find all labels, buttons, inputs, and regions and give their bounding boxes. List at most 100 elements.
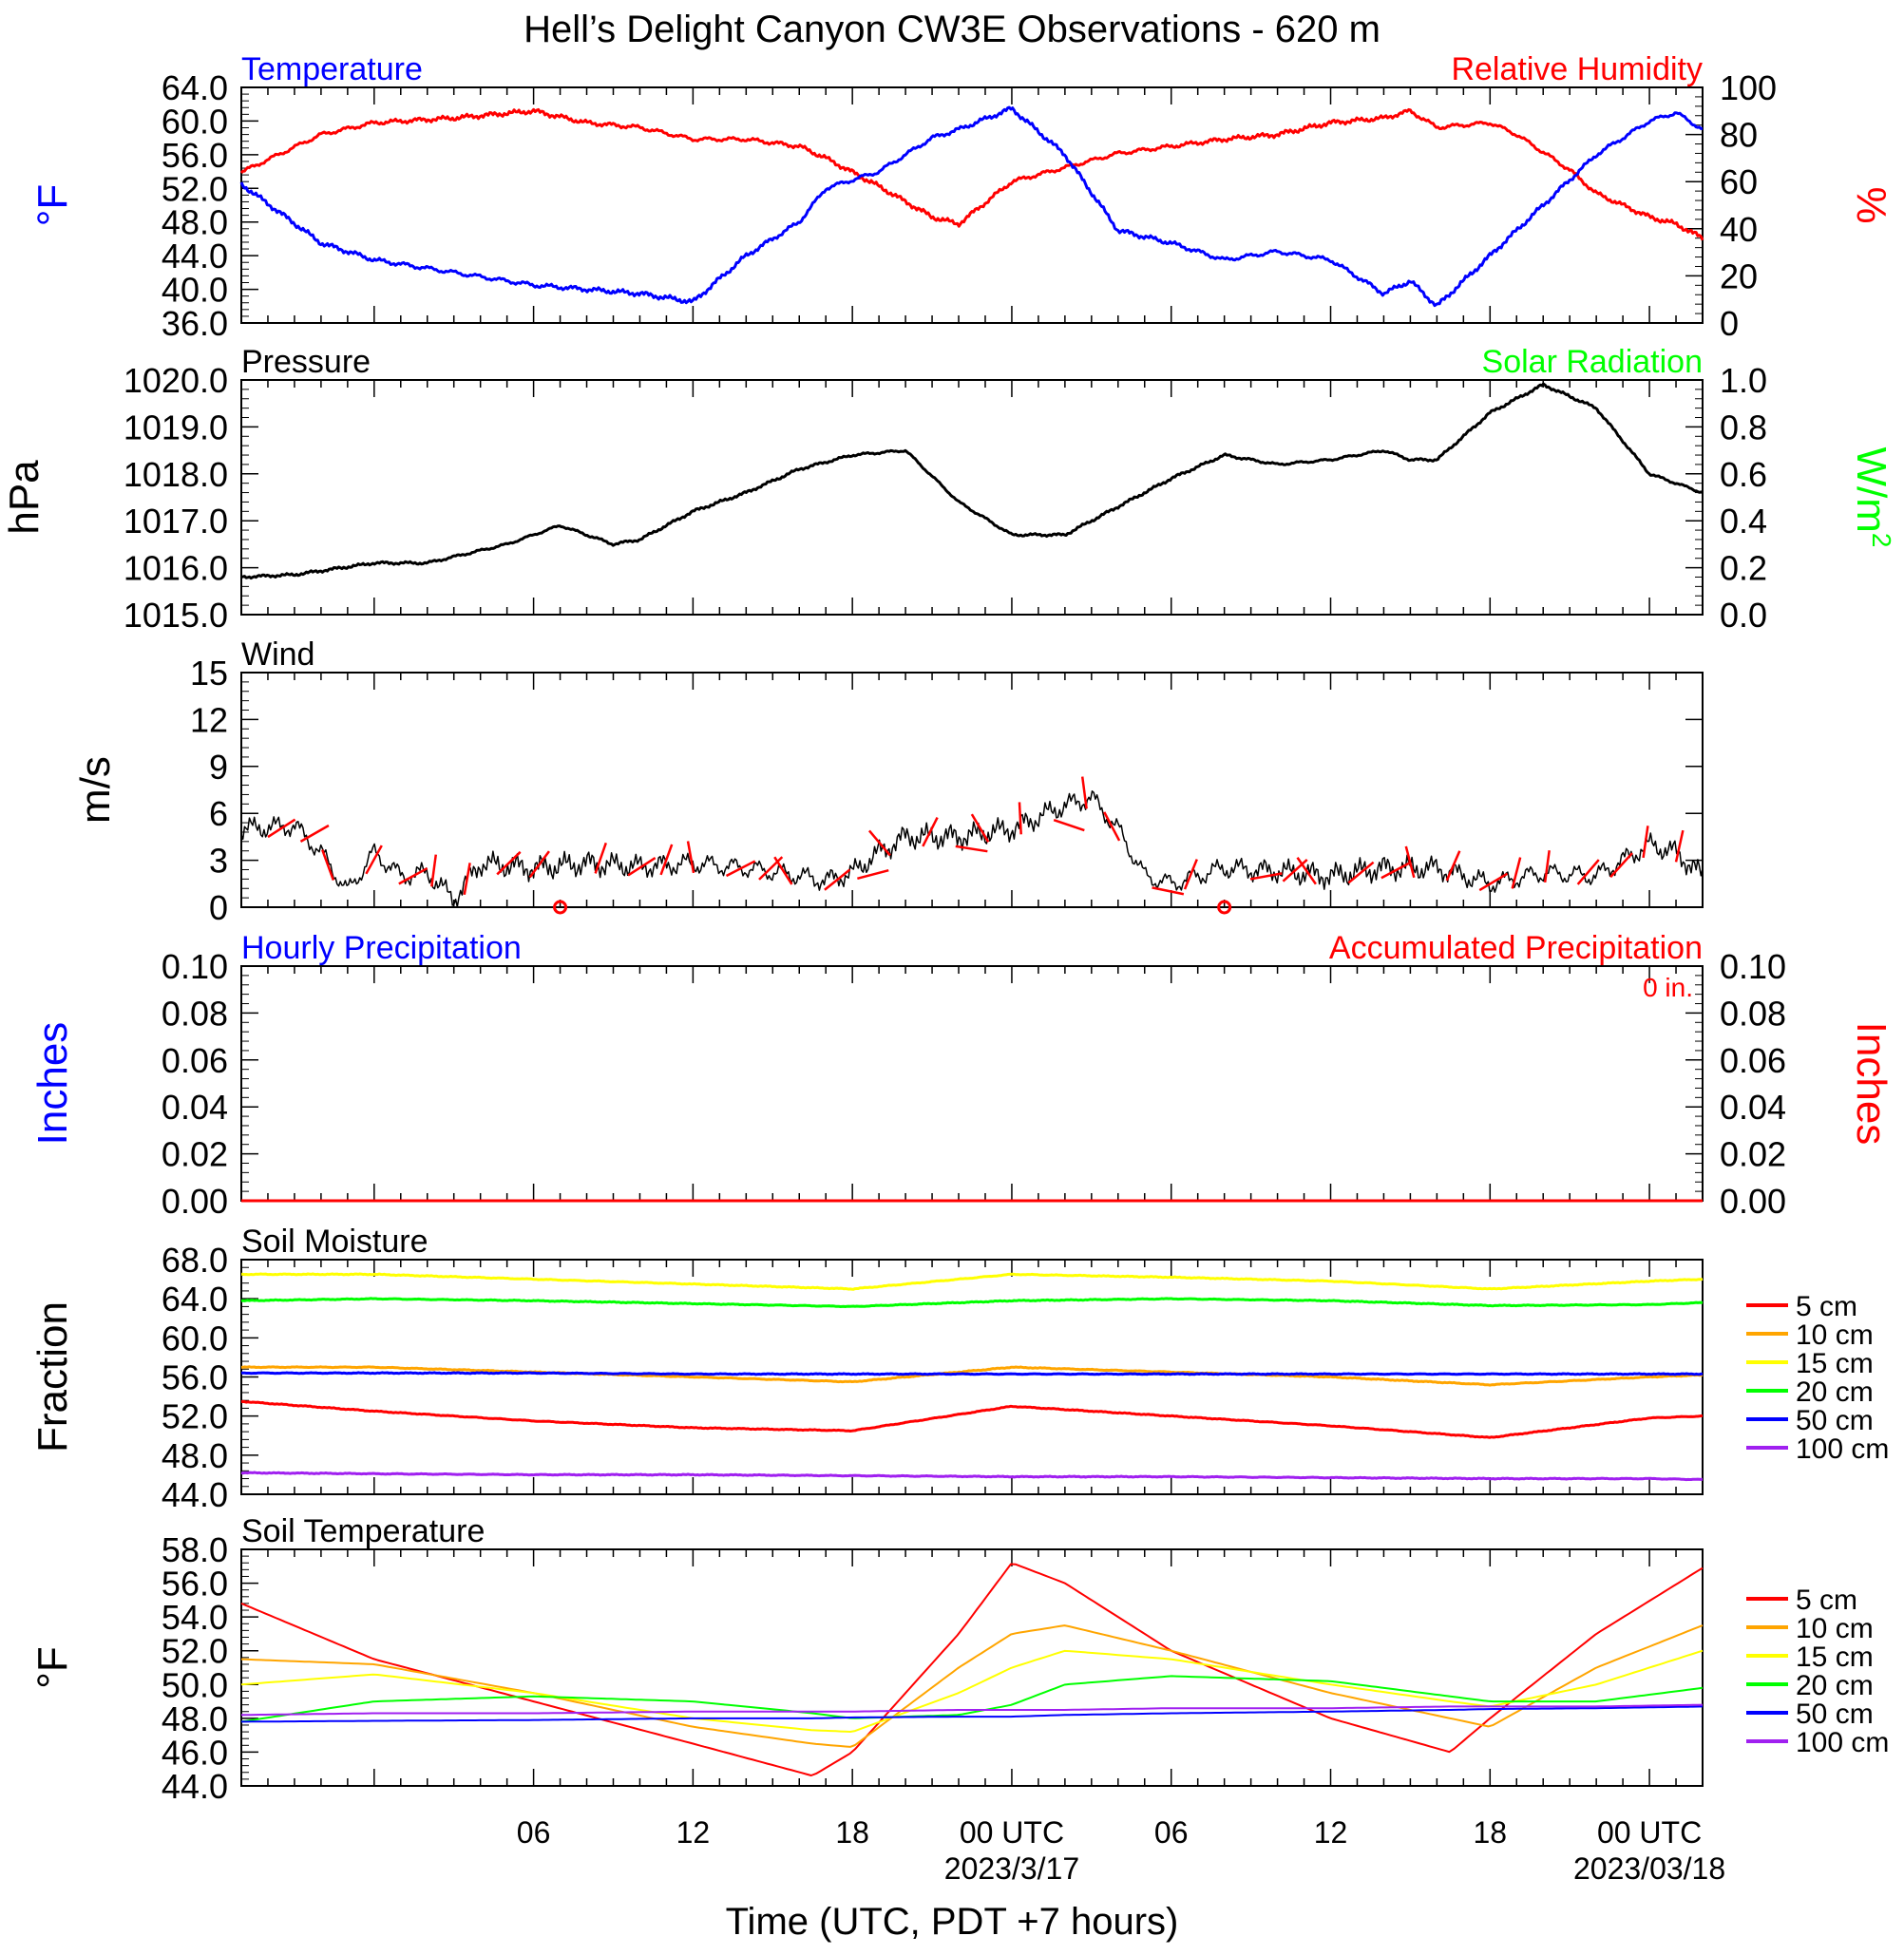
wind-barb <box>463 863 471 896</box>
x-date-label: 2023/03/18 <box>1573 1851 1725 1886</box>
wind-barb <box>1347 861 1375 884</box>
wind-tick-label: 3 <box>209 842 228 881</box>
pressure-line <box>240 382 1704 580</box>
wind-barb <box>1152 886 1185 896</box>
wind-barb <box>1296 857 1317 885</box>
soil-moisture-tick-label: 44.0 <box>162 1475 228 1514</box>
wind-barb <box>824 868 851 891</box>
hourly-precip-tick-label: 0.10 <box>162 947 228 986</box>
soil-temperature-tick-label: 52.0 <box>162 1632 228 1671</box>
wind-barb <box>528 850 550 879</box>
wind-tick-label: 9 <box>209 748 228 787</box>
hourly-precip-tick-label: 0.00 <box>162 1182 228 1221</box>
humidity-tick-label: 20 <box>1720 256 1758 295</box>
soil-temperature-tick-label: 44.0 <box>162 1767 228 1806</box>
wind-barb <box>686 841 695 874</box>
x-tick-label: 18 <box>835 1815 869 1850</box>
x-tick-label: 00 UTC <box>960 1815 1064 1850</box>
temperature-tick-label: 36.0 <box>162 304 228 343</box>
soil-moisture-axis-label: Fraction <box>29 1301 76 1452</box>
x-tick-label: 06 <box>517 1815 551 1850</box>
soil-temperature-panel: 58.056.054.052.050.048.046.044.0 Soil Tem… <box>29 1513 1889 1806</box>
solar-tick-label: 0.0 <box>1720 596 1767 635</box>
soil-moisture-title: Soil Moisture <box>241 1224 428 1260</box>
wind-barb <box>1445 850 1461 882</box>
soil-temperature-tick-label: 50.0 <box>162 1665 228 1704</box>
legend-label: 15 cm <box>1796 1348 1874 1379</box>
solar-tick-label: 0.4 <box>1720 502 1767 541</box>
plot-frame <box>240 86 1704 324</box>
soil-moisture-line <box>240 1399 1703 1439</box>
hourly-precip-tick-label: 0.02 <box>162 1135 228 1174</box>
temperature-tick-label: 48.0 <box>162 203 228 242</box>
pressure-tick-label: 1020.0 <box>124 361 228 400</box>
legend-label: 10 cm <box>1796 1613 1874 1644</box>
pressure-axis-label: hPa <box>1 460 48 535</box>
hourly-precip-tick-label: 0.04 <box>162 1088 228 1127</box>
hourly-precip-title: Hourly Precipitation <box>241 930 522 966</box>
soil-temperature-line <box>240 1624 1704 1748</box>
plot-frame <box>240 672 1704 908</box>
calm-wind-marker <box>1217 900 1232 915</box>
x-tick-label: 12 <box>676 1815 711 1850</box>
soil-moisture-line <box>241 1371 1704 1376</box>
wind-barb <box>267 818 296 839</box>
wind-tick-label: 6 <box>209 794 228 833</box>
wind-tick-label: 12 <box>190 700 228 739</box>
wind-barb <box>496 850 522 876</box>
wind-barb <box>725 860 756 878</box>
humidity-line <box>239 107 1704 241</box>
solar-tick-label: 0.8 <box>1720 408 1767 446</box>
wind-barb <box>659 844 674 876</box>
temperature-humidity-panel: 64.060.056.052.048.044.040.036.0 100 80 60 4… <box>29 51 1894 343</box>
wind-barb <box>773 856 793 885</box>
wind-panel: 15 12 9 6 3 0 Wind m/s <box>72 636 1704 927</box>
humidity-tick-label: 60 <box>1720 162 1758 201</box>
x-tick-label: 06 <box>1154 1815 1189 1850</box>
wind-barb <box>970 813 990 843</box>
wind-barb <box>1609 852 1633 879</box>
wind-barb <box>430 854 438 887</box>
temperature-tick-label: 44.0 <box>162 237 228 275</box>
pressure-tick-label: 1017.0 <box>124 502 228 541</box>
accum-precip-tick-label: 0.04 <box>1720 1088 1786 1127</box>
humidity-tick-label: 80 <box>1720 116 1758 155</box>
pressure-tick-label: 1015.0 <box>124 596 228 635</box>
soil-moisture-line <box>240 1297 1704 1308</box>
wind-barb <box>1053 818 1085 832</box>
soil-temperature-line <box>240 1649 1704 1733</box>
chart-title: Hell’s Delight Canyon CW3E Observations … <box>524 9 1380 50</box>
legend-label: 50 cm <box>1796 1405 1874 1436</box>
humidity-tick-label: 0 <box>1720 304 1739 343</box>
legend-label: 15 cm <box>1796 1642 1874 1673</box>
solar-title: Solar Radiation <box>1482 344 1703 380</box>
soil-moisture-panel: 68.064.060.056.052.048.044.0 Soil Moistur… <box>29 1224 1889 1514</box>
wind-barb <box>1576 859 1600 885</box>
solar-axis-superscript: 2 <box>1867 533 1896 548</box>
wind-barb <box>1103 811 1121 842</box>
soil-moisture-line <box>240 1471 1704 1482</box>
wind-barb <box>627 856 657 877</box>
accum-precip-title: Accumulated Precipitation <box>1329 930 1703 966</box>
humidity-tick-label: 40 <box>1720 210 1758 249</box>
wind-title: Wind <box>241 636 314 673</box>
temperature-axis-label: °F <box>29 184 76 226</box>
accum-precip-tick-label: 0.08 <box>1720 994 1786 1033</box>
soil-temperature-tick-label: 48.0 <box>162 1699 228 1738</box>
humidity-tick-label: 100 <box>1720 68 1777 107</box>
wind-barb <box>1511 857 1522 889</box>
plot-frame <box>240 1548 1704 1787</box>
accum-precip-tick-label: 0.00 <box>1720 1182 1786 1221</box>
hourly-precip-tick-label: 0.08 <box>162 994 228 1033</box>
accum-precip-total: 0 in. <box>1643 973 1693 1002</box>
soil-moisture-tick-label: 48.0 <box>162 1436 228 1475</box>
wind-barb <box>1478 872 1509 892</box>
wind-barb <box>594 842 607 874</box>
pressure-solar-panel: 1020.0 1019.0 1018.0 1017.0 1016.0 1015.0 1.0 0… <box>1 344 1896 635</box>
soil-temperature-title: Soil Temperature <box>241 1513 485 1549</box>
wind-barb <box>299 824 330 843</box>
wind-barb <box>955 845 988 853</box>
soil-temperature-line <box>240 1563 1704 1776</box>
